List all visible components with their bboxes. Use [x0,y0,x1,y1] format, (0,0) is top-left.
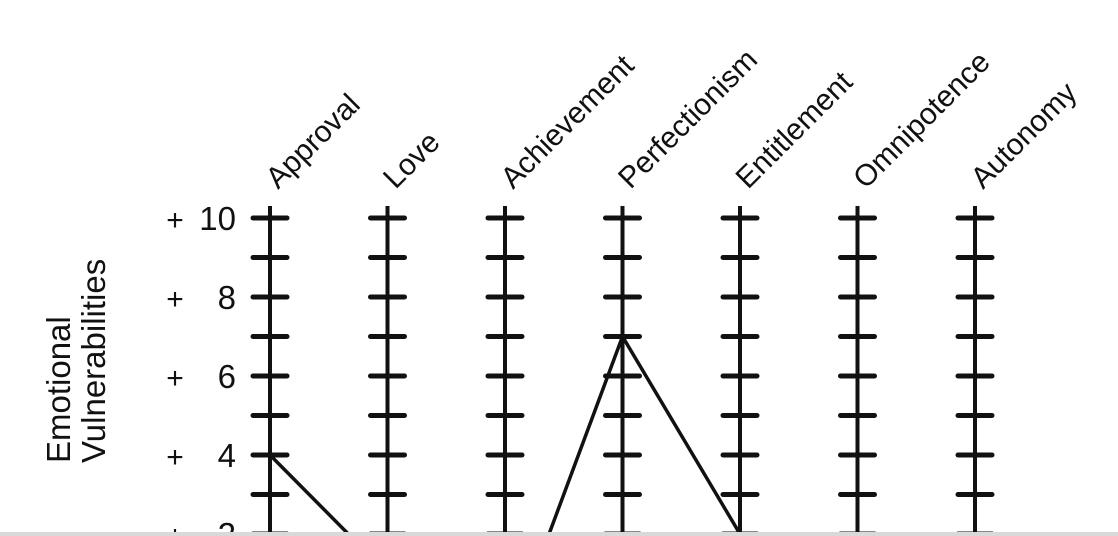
series-segment [546,334,625,536]
y-axis-label-line-2: Vulnerabilities [75,259,112,463]
y-tick-label: 8 [218,279,236,316]
series-segment [268,453,353,536]
category-labels: Approval Love AchievementPerfectionismEnti… [260,43,1084,195]
y-tick-label: 6 [218,358,236,395]
series-segment [620,334,742,536]
category-label-entitlement: Entitlement [730,65,860,195]
category-label-love: Love [377,126,446,195]
category-axes [250,206,995,536]
category-label-approval: Approval [260,88,367,195]
y-tick-sign: + [166,204,184,237]
y-tick-sign: + [166,441,184,474]
category-label-autonomy: Autonomy [965,76,1084,195]
y-tick-sign: + [166,283,184,316]
y-tick-labels: +10+8+6+4+2 [166,200,236,536]
y-tick-label: 2 [218,516,236,536]
bottom-edge [0,532,1118,536]
y-tick-label: 4 [218,437,236,474]
series-point [268,453,272,457]
y-axis-label-line-1: Emotional [40,316,77,463]
y-tick-label: 10 [199,200,236,237]
series-point [620,334,625,339]
y-axis-label: Emotional Vulnerabilities [40,259,112,463]
y-tick-sign: + [166,362,184,395]
